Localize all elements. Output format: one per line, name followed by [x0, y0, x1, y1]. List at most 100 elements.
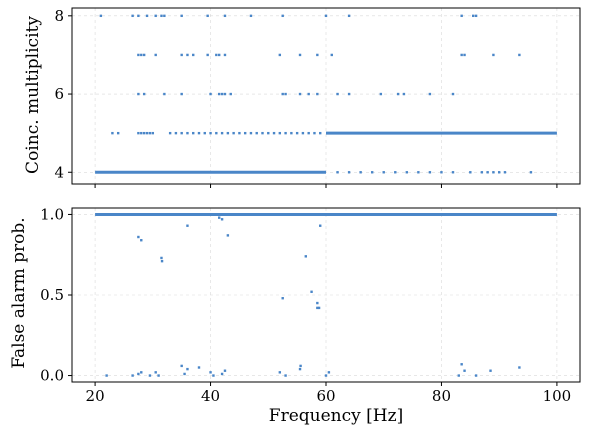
data-point	[154, 53, 157, 57]
y-tick-label: 4	[54, 163, 64, 181]
data-point	[394, 171, 397, 174]
data-point	[324, 14, 328, 18]
data-point	[304, 255, 307, 258]
data-point	[148, 131, 152, 135]
data-point	[457, 374, 460, 377]
data-point	[168, 131, 172, 135]
data-point	[317, 306, 321, 310]
data-point	[278, 131, 282, 135]
data-point	[137, 53, 140, 57]
data-point	[284, 92, 287, 96]
panel-top: 4 6 8	[54, 7, 581, 188]
data-point	[180, 14, 183, 18]
data-point	[379, 92, 383, 96]
data-point	[206, 53, 209, 57]
data-point	[284, 131, 287, 135]
data-point	[186, 53, 189, 57]
data-point	[223, 53, 227, 57]
data-point	[145, 131, 149, 135]
x-tick-label: 80	[432, 387, 451, 405]
data-point	[137, 235, 140, 239]
data-point	[223, 14, 227, 18]
data-point	[192, 53, 195, 57]
x-tick-label: 100	[543, 387, 572, 405]
data-point	[359, 171, 362, 174]
data-point	[489, 369, 492, 372]
data-point	[313, 131, 316, 135]
data-point	[278, 53, 282, 57]
data-point	[347, 14, 351, 18]
data-point	[140, 239, 143, 242]
data-point	[428, 92, 432, 96]
data-point	[163, 92, 166, 96]
data-point	[140, 131, 143, 135]
data-point	[229, 92, 232, 96]
data-point	[518, 53, 521, 57]
data-point	[232, 131, 235, 135]
data-point	[486, 171, 489, 174]
data-point	[307, 92, 310, 96]
data-point	[142, 92, 146, 96]
data-point	[180, 131, 183, 135]
data-point	[163, 14, 166, 18]
data-point	[142, 131, 146, 135]
data-point	[281, 14, 284, 18]
data-point	[336, 92, 339, 96]
data-point	[503, 171, 507, 174]
data-point	[209, 92, 212, 96]
data-point	[281, 297, 284, 300]
x-tick-label: 60	[316, 387, 335, 405]
data-point	[148, 374, 152, 377]
data-point	[316, 306, 319, 310]
data-point	[460, 363, 463, 366]
data-point	[220, 92, 224, 96]
data-point	[480, 171, 484, 174]
data-point	[249, 131, 253, 135]
bottom-xlabel: Frequency [Hz]	[269, 406, 403, 426]
data-point	[137, 92, 140, 96]
data-point	[186, 224, 189, 227]
data-point	[249, 14, 253, 18]
data-point	[307, 131, 310, 135]
data-point	[278, 371, 282, 374]
data-point	[298, 367, 302, 371]
data-point	[154, 371, 157, 374]
data-point	[105, 374, 108, 377]
data-point	[131, 14, 134, 18]
data-point	[319, 224, 322, 227]
data-point	[336, 171, 339, 174]
y-tick-label: 0.5	[40, 286, 64, 304]
x-tick-label: 20	[86, 387, 105, 405]
data-point	[310, 290, 313, 293]
data-point	[137, 372, 140, 376]
data-point	[417, 171, 420, 174]
data-point	[226, 234, 230, 237]
data-point	[405, 171, 409, 174]
data-point	[295, 131, 299, 135]
data-point	[261, 131, 264, 135]
data-point	[347, 171, 351, 174]
data-point	[290, 131, 293, 135]
data-point	[497, 171, 501, 174]
data-point	[267, 131, 270, 135]
data-point	[284, 374, 287, 377]
data-point	[186, 367, 189, 371]
data-point	[463, 53, 466, 57]
data-point	[215, 53, 218, 57]
data-point	[160, 14, 163, 18]
data-point	[220, 131, 224, 135]
data-point	[174, 131, 178, 135]
data-point	[99, 14, 103, 18]
data-point	[197, 366, 201, 369]
data-point	[492, 171, 495, 174]
data-point	[140, 53, 143, 57]
data-point	[396, 92, 400, 96]
data-point	[203, 131, 206, 135]
data-point	[183, 372, 186, 376]
data-point	[111, 131, 114, 135]
data-point	[301, 131, 305, 135]
data-point	[160, 256, 163, 260]
data-point	[223, 369, 227, 372]
data-point	[327, 371, 331, 374]
